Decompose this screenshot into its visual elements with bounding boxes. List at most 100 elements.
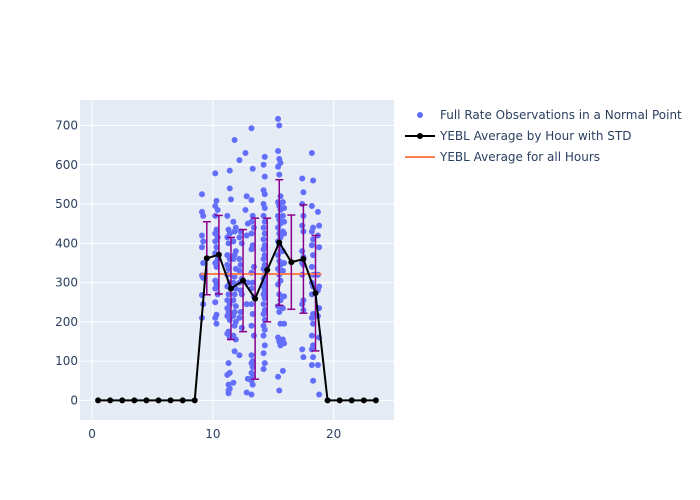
scatter-point [232, 303, 239, 310]
hourly-average-point [348, 397, 355, 404]
scatter-point [261, 218, 268, 225]
scatter-point [200, 238, 207, 245]
scatter-point [231, 137, 238, 144]
scatter-point [299, 301, 306, 308]
scatter-point [200, 259, 207, 266]
scatter-point [212, 299, 219, 306]
scatter-point [277, 193, 284, 200]
scatter-point [250, 224, 257, 231]
scatter-point [310, 377, 317, 384]
scatter-point [224, 212, 231, 219]
scatter-point [212, 314, 219, 321]
scatter-point [213, 320, 220, 327]
scatter-point [236, 234, 243, 241]
scatter-point [248, 391, 255, 398]
scatter-point [276, 122, 283, 129]
scatter-point [275, 281, 282, 288]
legend-average-symbol [417, 133, 423, 139]
scatter-point [225, 360, 232, 367]
scatter-point [236, 267, 243, 274]
scatter-point [248, 218, 255, 225]
x-axis-ticks: 0 10 20 [88, 427, 341, 441]
scatter-point [308, 228, 315, 235]
scatter-point [236, 256, 243, 263]
scatter-point [281, 320, 288, 327]
hourly-average-point [179, 397, 186, 404]
scatter-point [281, 230, 288, 237]
scatter-point [300, 189, 307, 196]
scatter-point [243, 301, 250, 308]
hourly-average-point [300, 256, 307, 263]
scatter-point [249, 310, 256, 317]
scatter-point [310, 177, 317, 184]
scatter-point [249, 381, 256, 388]
scatter-point [308, 263, 315, 270]
hourly-average-point [252, 295, 259, 302]
scatter-point [316, 391, 323, 398]
scatter-point [281, 340, 288, 347]
hourly-average-point [360, 397, 367, 404]
hourly-average-point [131, 397, 138, 404]
scatter-point [226, 167, 233, 174]
scatter-point [261, 295, 268, 302]
scatter-point [225, 390, 232, 397]
y-tick-label: 700 [55, 119, 78, 133]
hourly-average-point [95, 397, 102, 404]
scatter-point [230, 379, 237, 386]
scatter-point [275, 373, 282, 380]
scatter-point [237, 261, 244, 268]
scatter-point [260, 332, 267, 339]
scatter-point [236, 314, 243, 321]
scatter-point [310, 252, 317, 259]
scatter-point [213, 263, 220, 270]
scatter-point [249, 279, 256, 286]
scatter-point [261, 204, 268, 211]
scatter-point [260, 161, 267, 168]
hourly-average-point [215, 251, 222, 258]
y-tick-label: 200 [55, 315, 78, 329]
scatter-point [242, 206, 249, 213]
scatter-point [314, 362, 321, 369]
scatter-point [276, 387, 283, 394]
scatter-point [248, 322, 255, 329]
scatter-point [238, 324, 245, 331]
scatter-point [279, 199, 286, 206]
scatter-point [299, 201, 306, 208]
scatter-point [299, 248, 306, 255]
scatter-point [261, 326, 268, 333]
scatter-point [237, 309, 244, 316]
scatter-point [299, 175, 306, 182]
scatter-point [248, 125, 255, 132]
scatter-point [260, 246, 267, 253]
hourly-average-point [227, 285, 234, 292]
scatter-point [275, 163, 282, 170]
scatter-point [232, 336, 239, 343]
scatter-point [236, 352, 243, 359]
scatter-point [281, 218, 288, 225]
scatter-point [238, 291, 245, 298]
scatter-point [242, 150, 249, 157]
scatter-point [250, 263, 257, 270]
scatter-point [308, 203, 315, 210]
scatter-point [260, 310, 267, 317]
scatter-point [248, 352, 255, 359]
scatter-point [308, 242, 315, 249]
scatter-point [198, 244, 205, 251]
scatter-point [231, 291, 238, 298]
hourly-average-point [264, 267, 271, 274]
y-tick-label: 400 [55, 236, 78, 250]
scatter-point [249, 165, 256, 172]
scatter-point [299, 222, 306, 229]
scatter-point [198, 191, 205, 198]
scatter-point [212, 238, 219, 245]
grid-lines [80, 100, 394, 420]
hourly-average-point [312, 290, 319, 297]
scatter-point [276, 171, 283, 178]
scatter-point [243, 232, 250, 239]
scatter-point [225, 265, 232, 272]
scatter-point [275, 224, 282, 231]
scatter-point [248, 246, 255, 253]
scatter-point [260, 224, 267, 231]
scatter-point [227, 196, 234, 203]
